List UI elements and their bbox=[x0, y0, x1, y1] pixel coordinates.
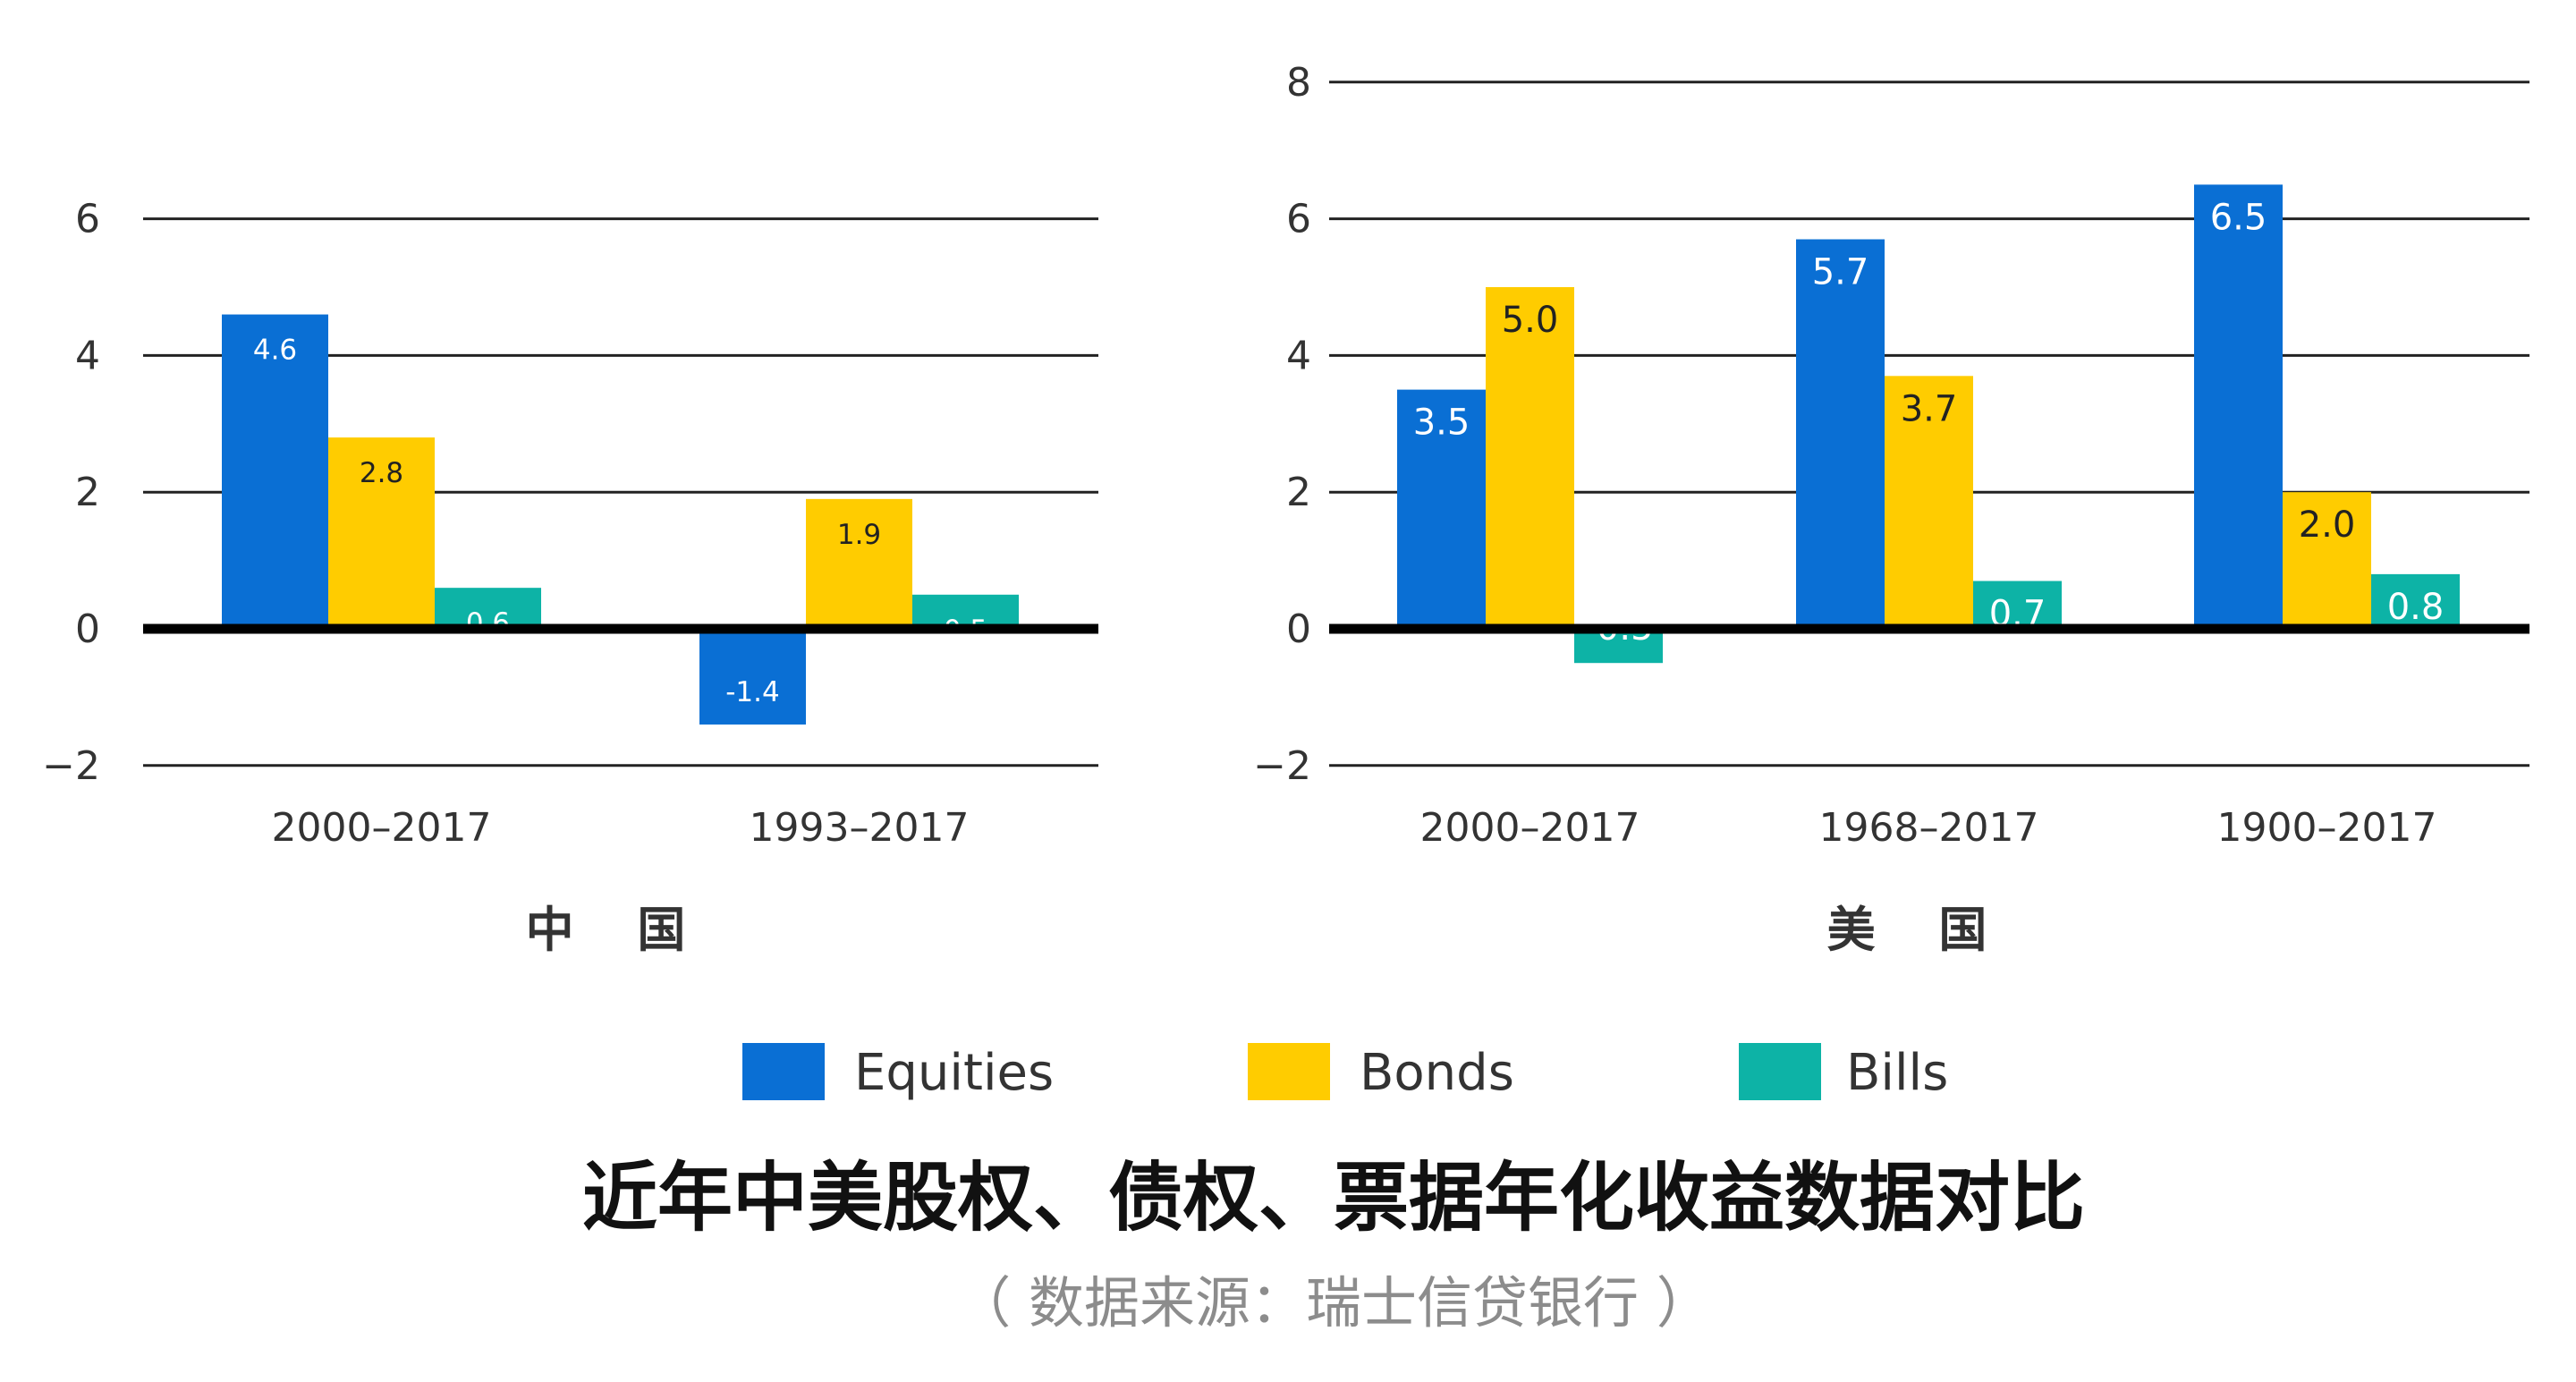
chart-title: 近年中美股权、债权、票据年化收益数据对比 bbox=[582, 1154, 2085, 1242]
bar-equities-1900-2017 bbox=[2194, 184, 2283, 629]
y-tick-label: 2 bbox=[1286, 470, 1311, 515]
y-tick-label: −2 bbox=[42, 743, 100, 789]
x-category-label: 2000–2017 bbox=[272, 805, 492, 851]
legend-swatch-bills bbox=[1739, 1043, 1821, 1100]
x-category-label: 2000–2017 bbox=[1420, 805, 1640, 851]
bar-equities-2000-2017 bbox=[1397, 389, 1486, 629]
y-tick-label: 6 bbox=[1286, 197, 1311, 242]
y-tick-label: 6 bbox=[75, 197, 100, 242]
panel-country-label: 美 国 bbox=[1827, 902, 2011, 958]
y-tick-label: 8 bbox=[1286, 60, 1311, 106]
legend-label-bills: Bills bbox=[1846, 1044, 1948, 1102]
bar-value-label: 2.8 bbox=[360, 457, 403, 489]
bar-bills-1993-2017 bbox=[912, 594, 1019, 629]
bar-bills-2000-2017 bbox=[1574, 629, 1663, 664]
bar-bonds-1993-2017 bbox=[806, 498, 912, 629]
y-tick-label: 2 bbox=[75, 470, 100, 515]
x-category-label: 1900–2017 bbox=[2217, 805, 2437, 851]
bar-value-label: -1.4 bbox=[725, 676, 780, 708]
y-tick-label: 4 bbox=[1286, 333, 1311, 378]
bar-equities-2000-2017 bbox=[222, 314, 328, 629]
bar-bonds-2000-2017 bbox=[328, 437, 435, 629]
bar-value-label: 1.9 bbox=[837, 519, 881, 551]
legend-label-bonds: Bonds bbox=[1360, 1044, 1514, 1102]
source-note: （ 数据来源：瑞士信贷银行 ） bbox=[955, 1270, 1711, 1335]
bar-bonds-2000-2017 bbox=[1486, 287, 1574, 629]
bar-value-label: 2.0 bbox=[2299, 504, 2356, 546]
legend: Equities Bonds Bills bbox=[742, 1043, 1948, 1102]
bar-bills-2000-2017 bbox=[435, 588, 541, 629]
bar-equities-1968-2017 bbox=[1796, 239, 1885, 629]
y-tick-label: 4 bbox=[75, 333, 100, 378]
panel-country-label: 中 国 bbox=[526, 902, 709, 958]
bar-equities-1993-2017 bbox=[699, 629, 806, 725]
china-panel: −202464.6-1.42.81.90.60.52000–20171993–2… bbox=[42, 197, 1098, 958]
bar-value-label: 4.6 bbox=[253, 335, 297, 367]
bar-value-label: 0.8 bbox=[2387, 587, 2445, 628]
y-tick-label: −2 bbox=[1253, 743, 1311, 789]
y-tick-label: 0 bbox=[1286, 606, 1311, 652]
x-category-label: 1993–2017 bbox=[750, 805, 970, 851]
usa-panel: −2024683.55.76.55.03.72.0-0.50.70.82000–… bbox=[1253, 60, 2529, 958]
bar-bonds-1900-2017 bbox=[2283, 492, 2371, 629]
x-category-label: 1968–2017 bbox=[1819, 805, 2039, 851]
bar-value-label: 5.7 bbox=[1812, 252, 1869, 293]
bar-bonds-1968-2017 bbox=[1885, 376, 1973, 629]
bar-value-label: 0.6 bbox=[466, 607, 510, 640]
bar-value-label: 6.5 bbox=[2210, 197, 2267, 238]
bar-value-label: 3.5 bbox=[1413, 403, 1470, 444]
bar-value-label: 5.0 bbox=[1502, 300, 1559, 341]
bar-bills-1968-2017 bbox=[1973, 581, 2062, 629]
bar-bills-1900-2017 bbox=[2371, 573, 2460, 629]
legend-swatch-bonds bbox=[1248, 1043, 1330, 1100]
bar-value-label: 3.7 bbox=[1901, 388, 1958, 429]
y-tick-label: 0 bbox=[75, 606, 100, 652]
legend-label-equities: Equities bbox=[854, 1044, 1054, 1102]
legend-swatch-equities bbox=[742, 1043, 825, 1100]
